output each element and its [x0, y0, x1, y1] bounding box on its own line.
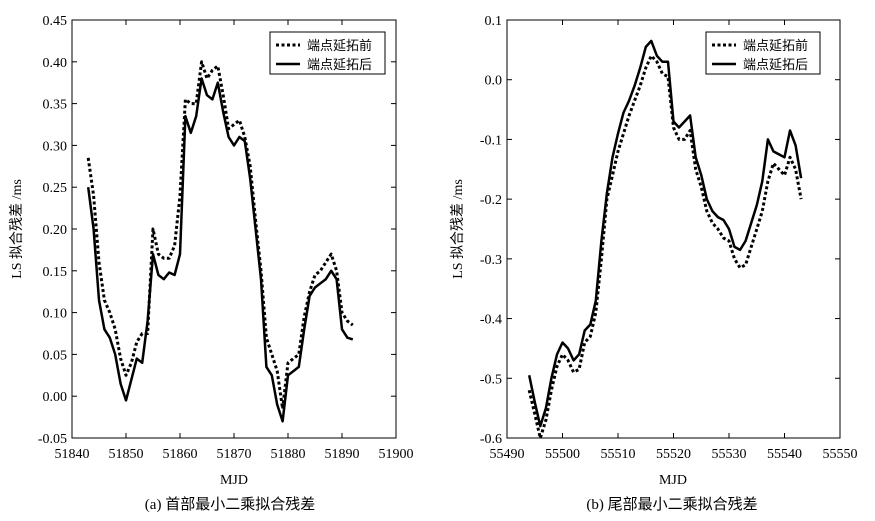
x-tick-label: 55550 [823, 447, 858, 462]
x-tick-label: 55520 [656, 447, 691, 462]
x-tick-label: 55530 [712, 447, 747, 462]
y-tick-label: 0.15 [43, 265, 68, 280]
chart-b: 55490 55500 55510 55520 55530 55540 55550 -0.6… [450, 14, 858, 513]
legend-label-before-a: 端点延拓前 [307, 38, 372, 53]
y-tick-label: 0.10 [43, 307, 68, 322]
caption-a: (a) 首部最小二乘拟合残差 [145, 496, 315, 513]
x-axis-label-b: MJD [659, 473, 687, 488]
y-axis-label-b: LS 拟合残差 /ms [450, 179, 466, 279]
x-tick-label: 55540 [767, 447, 802, 462]
x-tick-label: 55490 [490, 447, 525, 462]
y-tick-label: -0.4 [480, 313, 502, 328]
x-tick-label: 51860 [163, 447, 198, 462]
y-tick-label: 0.20 [43, 223, 68, 238]
y-tick-label: 0.40 [43, 56, 68, 71]
y-tick-label: 0.45 [43, 14, 68, 29]
x-tick-labels-a: 51840 51850 51860 51870 51880 51890 51900 [55, 447, 414, 462]
tick-marks-a [71, 19, 397, 439]
y-tick-labels-b: -0.6 -0.5 -0.4 -0.3 -0.2 -0.1 0.0 0.1 [480, 14, 502, 447]
y-tick-label: 0.0 [485, 74, 503, 89]
y-tick-label: 0.35 [43, 98, 68, 113]
y-tick-label: -0.1 [480, 133, 502, 148]
y-tick-label: -0.6 [480, 432, 502, 447]
caption-b: (b) 尾部最小二乘拟合残差 [586, 496, 757, 513]
series-group-a [86, 60, 354, 423]
legend-b: 端点延拓前 端点延拓后 [705, 31, 821, 75]
legend-box-a [269, 31, 386, 75]
legend-a: 端点延拓前 端点延拓后 [269, 31, 386, 75]
y-tick-label: 0.00 [43, 390, 68, 405]
series-line-before [527, 54, 803, 440]
legend-label-after-a: 端点延拓后 [307, 57, 372, 72]
series-group-b [527, 39, 803, 440]
legend-label-before-b: 端点延拓前 [743, 38, 808, 53]
series-line-after [527, 39, 803, 428]
y-tick-label: 0.05 [43, 348, 68, 363]
y-tick-labels-a: -0.05 0.00 0.05 0.10 0.15 0.20 0.25 0.30 0.35 0.4… [38, 14, 67, 447]
y-tick-label: 0.25 [43, 181, 68, 196]
y-axis-label-a: LS 拟合残差 /ms [9, 179, 25, 279]
x-tick-label: 51900 [379, 447, 414, 462]
series-line-after [86, 77, 354, 423]
y-tick-label: -0.3 [480, 253, 502, 268]
x-tick-label: 51870 [217, 447, 252, 462]
y-tick-label: 0.1 [485, 14, 503, 29]
y-tick-label: -0.05 [38, 432, 67, 447]
legend-box-b [705, 31, 821, 75]
legend-label-after-b: 端点延拓后 [743, 57, 808, 72]
plot-frame-b [506, 19, 841, 439]
x-tick-label: 51880 [271, 447, 306, 462]
x-tick-label: 55510 [601, 447, 636, 462]
x-tick-label: 51840 [55, 447, 90, 462]
tick-marks-b [506, 19, 841, 439]
x-tick-label: 55500 [545, 447, 580, 462]
chart-a: 51840 51850 51860 51870 51880 51890 51900 -0.0… [9, 14, 414, 513]
x-tick-label: 51850 [109, 447, 144, 462]
x-tick-label: 51890 [325, 447, 360, 462]
x-tick-labels-b: 55490 55500 55510 55520 55530 55540 55550 [490, 447, 858, 462]
y-tick-label: -0.5 [480, 372, 502, 387]
x-axis-label-a: MJD [220, 473, 248, 488]
y-tick-label: 0.30 [43, 139, 68, 154]
y-tick-label: -0.2 [480, 193, 502, 208]
plot-frame-a [71, 19, 397, 439]
series-line-before [86, 60, 354, 411]
